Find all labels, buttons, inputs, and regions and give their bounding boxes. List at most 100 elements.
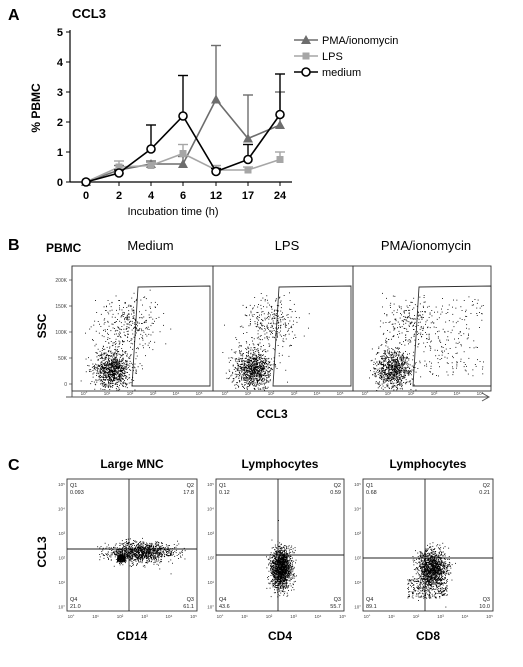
scatter-dot (425, 332, 426, 333)
scatter-dot (105, 371, 107, 373)
scatter-dot (399, 357, 401, 359)
scatter-dot (135, 371, 137, 373)
scatter-dot (267, 358, 269, 360)
scatter-dot (118, 389, 120, 391)
scatter-dot (149, 545, 151, 547)
scatter-dot (266, 295, 268, 297)
scatter-dot (260, 361, 262, 363)
scatter-dot (455, 342, 457, 344)
scatter-dot (116, 359, 118, 361)
scatter-dot (394, 367, 395, 369)
scatter-dot (133, 317, 135, 319)
scatter-dot (136, 541, 138, 543)
scatter-dot (111, 309, 113, 311)
scatter-dot (428, 317, 430, 318)
scatter-dot (380, 375, 382, 377)
scatter-dot (268, 376, 270, 378)
scatter-dot (384, 378, 386, 380)
scatter-dot (259, 370, 261, 372)
scatter-dot (405, 368, 406, 370)
scatter-dot (379, 378, 381, 379)
scatter-dot (148, 558, 150, 560)
scatter-dot (125, 549, 127, 551)
scatter-dot (260, 388, 262, 390)
scatter-dot (111, 360, 113, 362)
scatter-dot (396, 385, 398, 386)
scatter-dot (105, 385, 107, 387)
scatter-dot (256, 360, 258, 362)
scatter-dot (383, 358, 385, 360)
scatter-dot (419, 362, 421, 364)
scatter-dot (388, 377, 390, 378)
scatter-dot (107, 337, 109, 339)
scatter-dot (116, 353, 118, 355)
scatter-dot (115, 367, 117, 369)
scatter-dot (105, 361, 106, 363)
scatter-dot (242, 304, 244, 306)
scatter-dot (127, 552, 129, 554)
scatter-dot (248, 351, 249, 353)
scatter-dot (121, 374, 122, 376)
scatter-dot (441, 350, 443, 352)
scatter-dot (244, 380, 246, 381)
scatter-dot (112, 313, 114, 315)
scatter-dot (107, 320, 109, 322)
scatter-dot (92, 340, 94, 341)
scatter-dot (377, 382, 378, 384)
scatter-dot (125, 376, 127, 378)
scatter-dot (405, 379, 407, 381)
scatter-dot (381, 378, 383, 380)
scatter-dot (135, 551, 137, 553)
scatter-dot (129, 538, 131, 540)
scatter-dot (413, 384, 415, 386)
scatter-dot (264, 358, 266, 360)
scatter-dot (170, 573, 172, 575)
scatter-dot (145, 298, 147, 300)
scatter-dot (400, 380, 402, 382)
scatter-dot (92, 373, 94, 375)
scatter-dot (119, 375, 120, 377)
scatter-dot (154, 341, 156, 343)
scatter-dot (142, 542, 144, 544)
scatter-dot (126, 547, 128, 548)
scatter-dot (255, 373, 257, 375)
scatter-dot (154, 552, 156, 554)
scatter-dot (251, 314, 253, 316)
scatter-dot (373, 364, 375, 365)
scatter-dot (170, 328, 172, 330)
scatter-dot (249, 376, 251, 378)
scatter-dot (288, 355, 290, 357)
scatter-dot (248, 370, 250, 372)
scatter-dot (139, 544, 141, 546)
scatter-dot (455, 353, 457, 354)
plot-y-tick-label: 10° (58, 605, 65, 610)
scatter-dot (146, 553, 147, 555)
scatter-dot (421, 336, 422, 338)
scatter-dot (109, 347, 111, 349)
scatter-dot (256, 349, 258, 350)
scatter-dot (113, 354, 115, 356)
scatter-dot (398, 363, 400, 365)
scatter-dot (282, 312, 283, 314)
scatter-dot (262, 374, 264, 376)
scatter-dot (114, 378, 116, 380)
scatter-dot (246, 377, 248, 379)
legend-marker (302, 52, 310, 60)
scatter-dot (397, 362, 399, 364)
scatter-dot (249, 383, 251, 385)
scatter-dot (256, 377, 258, 379)
scatter-dot (399, 384, 400, 386)
scatter-dot (108, 367, 110, 368)
scatter-dot (401, 332, 403, 334)
scatter-dot (397, 369, 399, 371)
scatter-dot (275, 299, 277, 301)
scatter-dot (238, 380, 240, 381)
scatter-dot (117, 346, 119, 348)
scatter-dot (122, 313, 123, 315)
scatter-dot (244, 362, 245, 364)
scatter-dot (142, 549, 143, 550)
scatter-dot (127, 360, 128, 362)
scatter-dot (389, 378, 390, 380)
scatter-dot (96, 375, 97, 376)
scatter-dot (433, 326, 435, 328)
